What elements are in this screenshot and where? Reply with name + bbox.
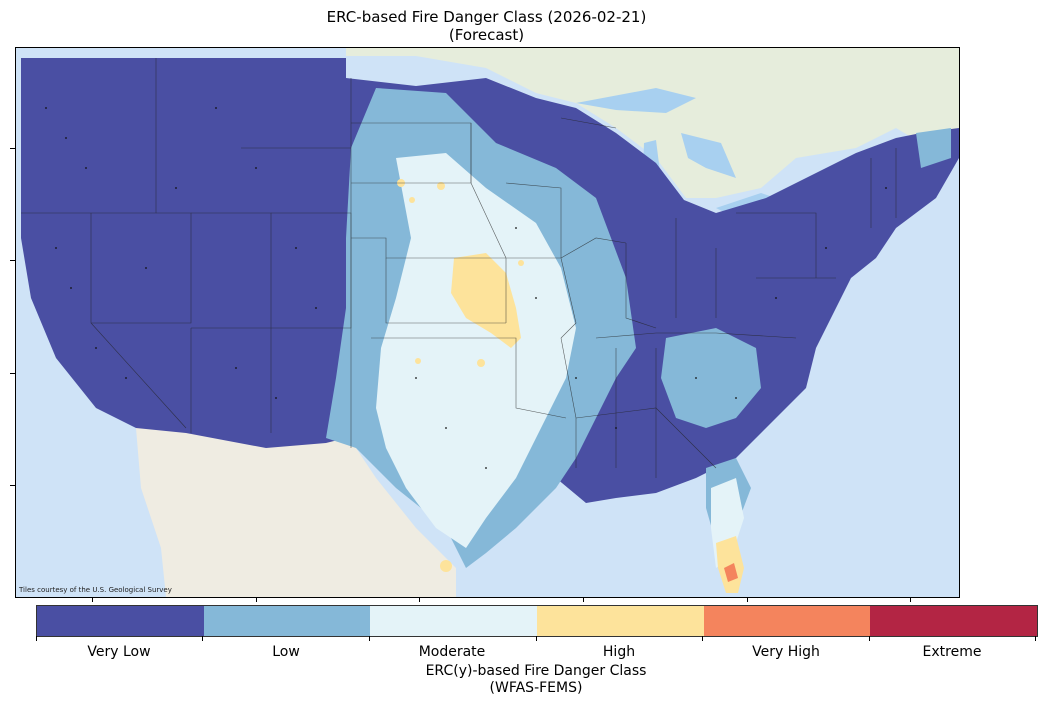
colorbar-tick (1035, 636, 1036, 641)
lake-superior (576, 88, 696, 113)
class-low-southeast (661, 328, 761, 428)
x-tick (419, 597, 420, 602)
class-moderate-central (376, 153, 576, 548)
class-high-kansas (451, 253, 521, 348)
lake-huron (681, 133, 736, 178)
station-markers (45, 107, 887, 469)
colorbar-tick (202, 636, 203, 641)
x-tick (910, 597, 911, 602)
chart-title-line2: (Forecast) (448, 26, 525, 44)
class-high-spot (415, 358, 421, 364)
colorbar-label-moderate: Moderate (418, 644, 486, 660)
y-tick (10, 260, 15, 261)
mexico-landmass (136, 428, 456, 597)
canada-landmass (346, 48, 959, 198)
colorbar-title: ERC(y)-based Fire Danger Class (WFAS-FEM… (36, 663, 1036, 697)
colorbar-tick (36, 636, 37, 641)
fire-danger-map (16, 48, 959, 597)
colorbar-tick (869, 636, 870, 641)
x-tick (256, 597, 257, 602)
x-tick (747, 597, 748, 602)
x-tick (92, 597, 93, 602)
map-attribution: Tiles courtesy of the U.S. Geological Su… (19, 586, 172, 594)
colorbar-tick (702, 636, 703, 641)
colorbar-title-line1: ERC(y)-based Fire Danger Class (425, 663, 647, 679)
colorbar-tick (369, 636, 370, 641)
y-tick (10, 148, 15, 149)
class-high-spot (440, 560, 452, 572)
colorbar-label-extreme: Extreme (922, 644, 982, 660)
colorbar-segment-very-low (37, 606, 204, 636)
map-panel[interactable] (15, 47, 960, 598)
class-high-spot (437, 182, 445, 190)
class-high-spot (477, 359, 485, 367)
y-tick (10, 373, 15, 374)
class-high-spot (518, 260, 524, 266)
class-low-new-england (916, 128, 951, 168)
class-high-south-florida (716, 536, 744, 593)
colorbar-label-very-low: Very Low (87, 644, 151, 660)
colorbar (36, 605, 1038, 637)
colorbar-segment-low (203, 606, 371, 636)
x-tick (583, 597, 584, 602)
class-high-spot (409, 197, 415, 203)
colorbar-segment-high (537, 606, 704, 636)
colorbar-segment-moderate (370, 606, 538, 636)
state-borders (21, 58, 897, 478)
chart-title: ERC-based Fire Danger Class (2026-02-21)… (0, 8, 973, 44)
class-very-high-region (724, 563, 738, 582)
colorbar-label-high: High (602, 644, 636, 660)
y-tick (10, 485, 15, 486)
chart-title-line1: ERC-based Fire Danger Class (2026-02-21) (326, 8, 647, 26)
colorbar-label-very-high: Very High (752, 644, 820, 660)
colorbar-segment-very-high (703, 606, 871, 636)
colorbar-segment-extreme (870, 606, 1038, 636)
colorbar-tick (536, 636, 537, 641)
colorbar-title-line2: (WFAS-FEMS) (489, 680, 583, 696)
colorbar-label-low: Low (272, 644, 300, 660)
